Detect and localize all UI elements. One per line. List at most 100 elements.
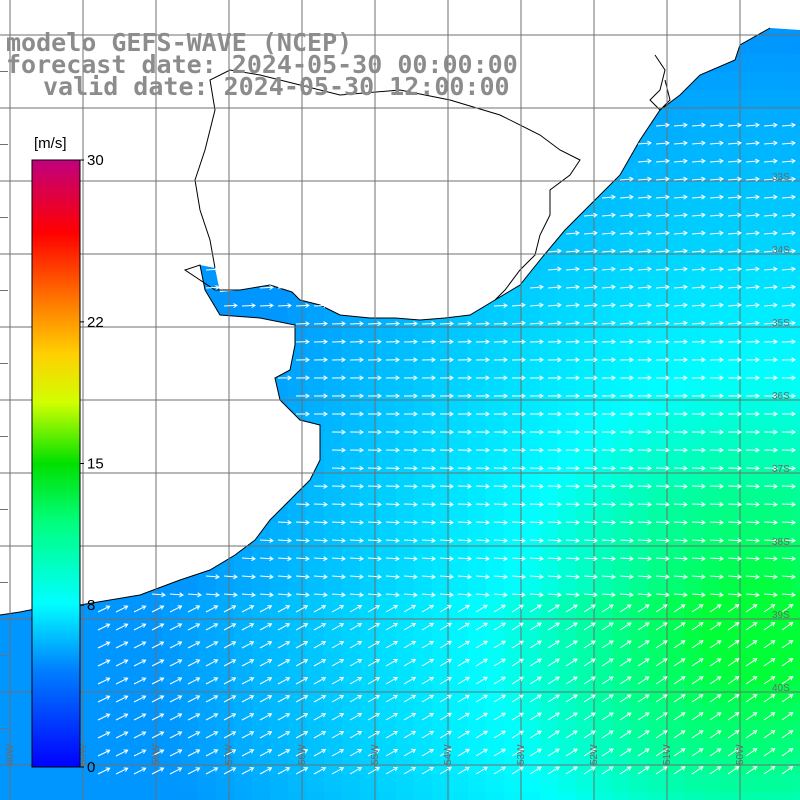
wind-arrow	[673, 694, 686, 703]
wind-cell	[594, 378, 613, 397]
wind-arrow	[313, 538, 328, 544]
wind-arrow	[331, 411, 346, 417]
wind-cell	[774, 702, 793, 721]
wind-cell	[558, 594, 577, 613]
wind-arrow	[169, 749, 183, 757]
wind-arrow	[475, 411, 490, 417]
wind-arrow	[709, 592, 724, 598]
wind-arrow	[187, 749, 201, 757]
wind-cell	[342, 702, 361, 721]
wind-arrow	[241, 749, 255, 757]
wind-cell	[756, 198, 775, 217]
wind-cell	[270, 306, 289, 325]
wind-arrow	[313, 677, 327, 685]
wind-arrow	[781, 320, 796, 326]
wind-arrow	[547, 429, 562, 435]
wind-cell	[486, 342, 505, 361]
wind-cell	[468, 414, 487, 433]
wind-cell	[648, 306, 667, 325]
wind-cell	[324, 414, 343, 433]
wind-cell	[666, 504, 685, 523]
wind-cell	[432, 540, 451, 559]
wind-arrow	[601, 284, 616, 290]
wind-cell	[792, 450, 800, 469]
wind-arrow	[331, 641, 345, 649]
wind-cell	[324, 774, 343, 793]
wind-arrow	[727, 158, 742, 164]
wind-cell	[468, 702, 487, 721]
wind-cell	[774, 522, 793, 541]
wind-cell	[126, 648, 145, 667]
wind-arrow	[439, 393, 454, 399]
wind-arrow	[637, 712, 650, 721]
wind-arrow	[727, 556, 742, 562]
wind-arrow	[727, 730, 740, 739]
wind-arrow	[619, 411, 634, 417]
wind-arrow	[637, 320, 652, 326]
wind-cell	[486, 414, 505, 433]
wind-cell	[558, 720, 577, 739]
wind-arrow	[367, 375, 382, 381]
wind-arrow	[349, 393, 364, 399]
wind-cell	[522, 522, 541, 541]
wind-cell	[486, 684, 505, 703]
wind-arrow	[727, 465, 742, 471]
wind-arrow	[547, 447, 562, 453]
wind-arrow	[385, 375, 400, 381]
wind-arrow	[475, 501, 490, 507]
wind-cell	[630, 522, 649, 541]
wind-cell	[162, 648, 181, 667]
wind-cell	[648, 198, 667, 217]
wind-cell	[630, 450, 649, 469]
wind-arrow	[601, 411, 616, 417]
wind-cell	[630, 270, 649, 289]
wind-arrow	[367, 429, 382, 435]
wind-arrow	[295, 393, 310, 399]
wind-arrow	[457, 465, 472, 471]
wind-cell	[738, 450, 757, 469]
wind-arrow	[601, 194, 616, 200]
wind-cell	[630, 792, 649, 800]
wind-cell	[612, 360, 631, 379]
wind-cell	[486, 522, 505, 541]
wind-arrow	[547, 375, 562, 381]
wind-cell	[306, 594, 325, 613]
wind-cell	[306, 324, 325, 343]
wind-arrow	[655, 194, 670, 200]
wind-cell	[558, 792, 577, 800]
wind-cell	[198, 594, 217, 613]
wind-cell	[270, 594, 289, 613]
wind-cell	[414, 648, 433, 667]
wind-arrow	[277, 538, 292, 544]
wind-cell	[450, 522, 469, 541]
wind-cell	[324, 738, 343, 757]
wind-arrow	[349, 429, 364, 435]
wind-cell	[180, 576, 199, 595]
wind-arrow	[313, 749, 327, 757]
wind-arrow	[727, 592, 742, 598]
wind-arrow	[619, 302, 634, 308]
wind-cell	[270, 702, 289, 721]
wind-cell	[612, 414, 631, 433]
wind-cell	[468, 612, 487, 631]
wind-cell	[396, 648, 415, 667]
wind-arrow	[781, 748, 794, 757]
wind-arrow	[277, 284, 292, 290]
wind-arrow	[547, 302, 562, 308]
wind-cell	[378, 324, 397, 343]
wind-cell	[684, 342, 703, 361]
wind-cell	[648, 252, 667, 271]
wind-cell	[756, 288, 775, 307]
wind-cell	[756, 738, 775, 757]
wind-arrow	[529, 339, 544, 345]
wind-cell	[288, 540, 307, 559]
wind-arrow	[583, 284, 598, 290]
wind-arrow	[421, 538, 436, 544]
wind-arrow	[169, 605, 183, 613]
wind-cell	[360, 414, 379, 433]
wind-cell	[252, 774, 271, 793]
wind-cell	[324, 342, 343, 361]
wind-arrow	[331, 623, 345, 631]
wind-cell	[324, 540, 343, 559]
wind-cell	[252, 612, 271, 631]
